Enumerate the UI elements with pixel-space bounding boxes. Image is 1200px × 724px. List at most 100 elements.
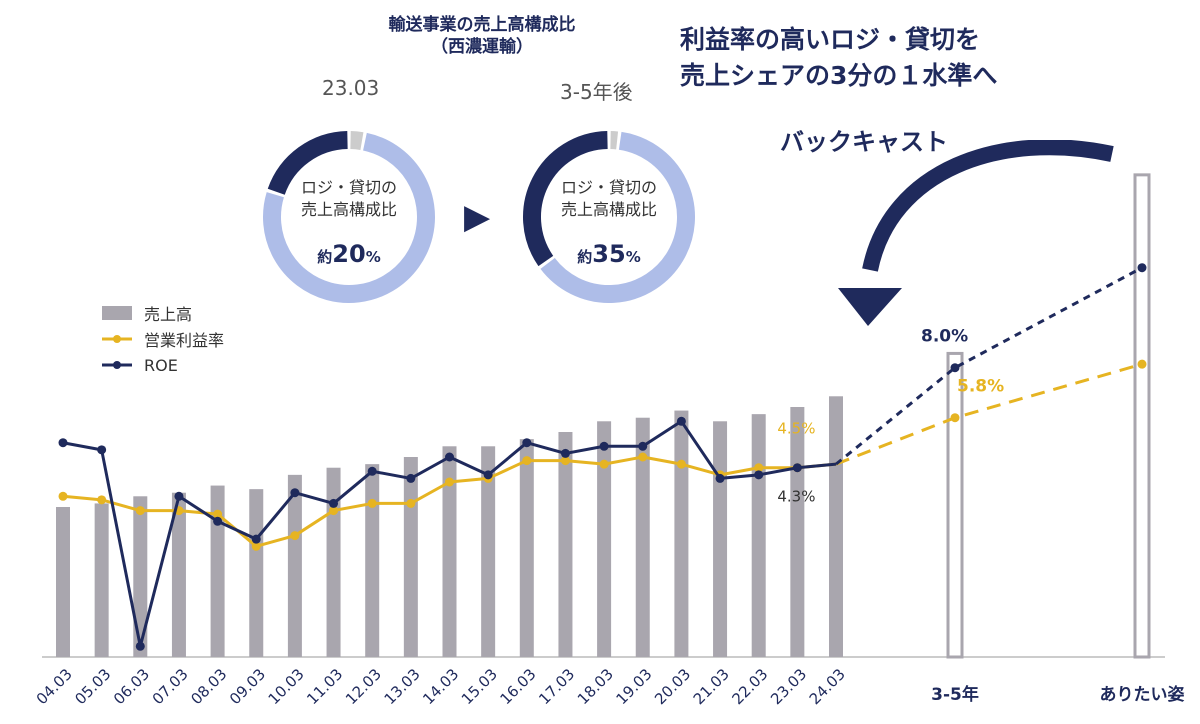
x-tick-04.03: 04.03	[33, 665, 76, 708]
sales-bar-target-ありたい姿	[1133, 173, 1151, 659]
donut-title-line2: （西濃運輸）	[431, 37, 533, 57]
donut-left-label-line1: ロジ・貸切の	[300, 178, 397, 197]
operating-margin-point-ありたい姿	[1137, 359, 1147, 369]
roe-point-06.03	[135, 641, 145, 651]
roe-point-ありたい姿	[1137, 263, 1147, 273]
headline-line1: 利益率の高いロジ・貸切を	[680, 25, 981, 54]
headline-line2: 売上シェアの3分の１水準へ	[680, 61, 998, 90]
operating-margin-point-08.03	[213, 509, 223, 519]
sales-bar-21.03	[713, 421, 728, 657]
sales-bar-24.03	[829, 396, 843, 657]
roe-projection-line	[835, 266, 1143, 466]
sales-bar-06.03	[133, 496, 148, 657]
sales-bar-16.03	[519, 439, 534, 657]
annotation-ROE-3-5年: 8.0%	[921, 327, 968, 347]
right-arrow-icon: ▶	[464, 197, 491, 237]
donut-right-label-line1: ロジ・貸切の	[560, 178, 657, 197]
x-tick-12.03: 12.03	[342, 665, 385, 708]
operating-margin-point-12.03	[367, 498, 377, 508]
operating-margin-point-3-5年	[950, 413, 960, 423]
operating-margin-point-22.03	[754, 463, 764, 473]
donut-left-label: ロジ・貸切の 売上高構成比	[269, 177, 429, 221]
legend-label-roe: ROE	[144, 355, 178, 375]
roe-point-19.03	[638, 441, 648, 451]
roe-point-15.03	[483, 470, 493, 480]
operating-margin-point-11.03	[329, 506, 339, 516]
roe-point-18.03	[599, 441, 609, 451]
donut-right-slice-2	[523, 131, 608, 267]
donut-left-slice-0	[350, 131, 364, 150]
legend-swatch-roe	[102, 361, 132, 369]
operating-margin-point-05.03	[97, 495, 107, 505]
donut-left-pct-unit: %	[365, 248, 381, 266]
sales-bar-23.03	[790, 407, 805, 657]
annotation-ROE-23.03: 4.3%	[777, 488, 815, 506]
roe-point-11.03	[329, 498, 339, 508]
operating-margin-point-06.03	[135, 506, 145, 516]
legend-item-sales: 売上高	[102, 300, 224, 326]
operating-margin-point-18.03	[599, 459, 609, 469]
legend-swatch-operating-margin	[102, 335, 132, 343]
sales-bar-05.03	[94, 503, 109, 657]
legend: 売上高 営業利益率 ROE	[102, 300, 224, 378]
donut-right-pct-prefix: 約	[577, 248, 593, 266]
sales-bar-12.03	[365, 464, 380, 657]
annotation-営業利益率-3-5年: 5.8%	[957, 377, 1004, 397]
roe-point-07.03	[174, 491, 184, 501]
donut-left-slice-1	[263, 132, 435, 303]
sales-bar-18.03	[597, 421, 612, 657]
donut-right	[523, 131, 695, 303]
donut-right-label: ロジ・貸切の 売上高構成比	[529, 177, 689, 221]
roe-point-09.03	[251, 534, 261, 544]
x-tick-15.03: 15.03	[458, 665, 501, 708]
donut-left-pct-value: 20	[332, 240, 366, 268]
operating-margin-point-17.03	[560, 456, 570, 466]
x-tick-14.03: 14.03	[419, 665, 462, 708]
x-tick-22.03: 22.03	[728, 665, 771, 708]
operating-margin-point-10.03	[290, 531, 300, 541]
sales-bar-09.03	[249, 489, 264, 657]
roe-point-3-5年	[950, 363, 960, 373]
x-tick-17.03: 17.03	[535, 665, 578, 708]
x-tick-18.03: 18.03	[574, 665, 617, 708]
operating-margin-point-09.03	[251, 541, 261, 551]
sales-bar-19.03	[635, 417, 650, 657]
roe-point-16.03	[522, 438, 532, 448]
roe-point-21.03	[715, 473, 725, 483]
x-tick-10.03: 10.03	[265, 665, 308, 708]
x-tick-19.03: 19.03	[612, 665, 655, 708]
sales-bar-11.03	[326, 467, 341, 657]
x-tick-08.03: 08.03	[187, 665, 230, 708]
sales-bar-target-3-5年	[946, 351, 964, 659]
sales-bar-14.03	[442, 446, 457, 657]
headline: 利益率の高いロジ・貸切を 売上シェアの3分の１水準へ	[680, 22, 997, 94]
x-tick-07.03: 07.03	[149, 665, 192, 708]
sales-bar-17.03	[558, 432, 573, 657]
donut-left-label-line2: 売上高構成比	[300, 200, 397, 219]
operating-margin-point-04.03	[58, 491, 68, 501]
backcast-arrow-icon	[838, 140, 1114, 326]
x-tick-20.03: 20.03	[651, 665, 694, 708]
roe-point-12.03	[367, 466, 377, 476]
roe-point-14.03	[445, 452, 454, 462]
operating-margin-point-16.03	[522, 456, 532, 466]
donut-left	[263, 131, 435, 303]
donut-right-label-line2: 売上高構成比	[560, 200, 657, 219]
sales-bar-15.03	[481, 446, 496, 657]
x-tick-13.03: 13.03	[381, 665, 424, 708]
roe-point-04.03	[58, 438, 68, 448]
operating-margin-point-19.03	[638, 452, 648, 462]
x-tick-16.03: 16.03	[497, 665, 540, 708]
x-tick-21.03: 21.03	[690, 665, 733, 708]
legend-item-operating-margin: 営業利益率	[102, 326, 224, 352]
donut-right-period: 3-5年後	[560, 80, 633, 104]
donut-left-pct-prefix: 約	[317, 248, 333, 266]
legend-item-roe: ROE	[102, 352, 224, 378]
roe-point-17.03	[560, 448, 570, 458]
backcast-label: バックキャスト	[780, 128, 948, 156]
sales-bar-13.03	[403, 457, 418, 657]
donut-right-slice-1	[540, 131, 695, 303]
donut-right-pct-value: 35	[592, 240, 626, 268]
sales-bar-08.03	[210, 485, 225, 657]
